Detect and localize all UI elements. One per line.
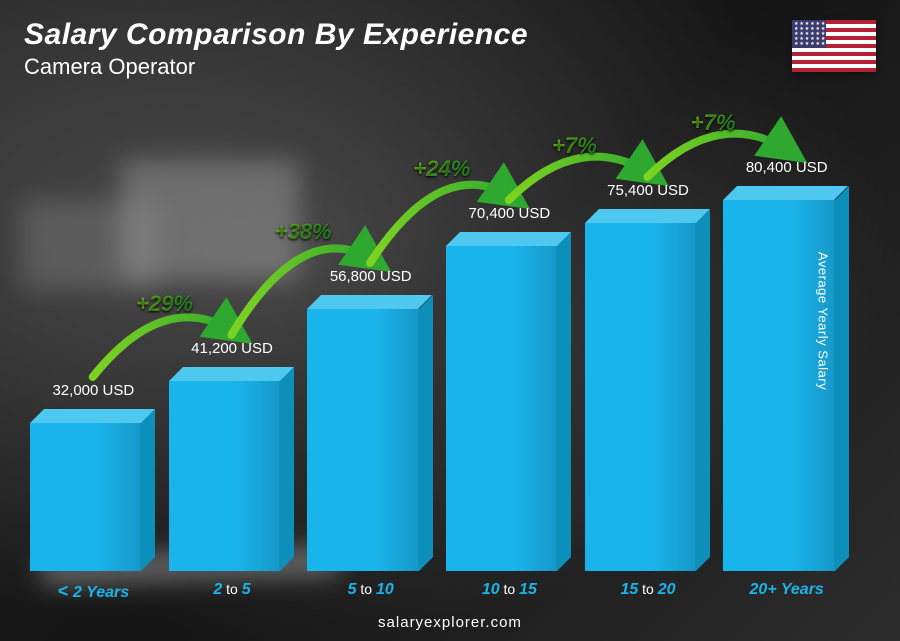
bar-group: 32,000 USD< 2 Years	[30, 423, 157, 571]
bar-front	[169, 381, 280, 571]
header: Salary Comparison By Experience Camera O…	[24, 18, 876, 80]
increase-arc-label: +38%	[275, 219, 332, 245]
bar	[30, 423, 157, 571]
bar-top-face	[307, 295, 432, 309]
bar-top-face	[723, 186, 848, 200]
bar-top-face	[169, 367, 294, 381]
increase-arc-label: +29%	[136, 291, 193, 317]
bar-front	[446, 246, 557, 571]
bar	[585, 223, 712, 571]
bar-category-label: 5 to 10	[348, 581, 394, 599]
bar-value-label: 56,800 USD	[282, 268, 459, 285]
bar-top-face	[446, 232, 571, 246]
bar-front	[585, 223, 696, 571]
bar-group: 70,400 USD10 to 15	[446, 246, 573, 571]
bar-group: 41,200 USD2 to 5	[169, 381, 296, 571]
bar-value-label: 41,200 USD	[143, 340, 320, 357]
bar-value-label: 75,400 USD	[559, 182, 736, 199]
bar	[446, 246, 573, 571]
bar-side-face	[696, 209, 710, 571]
bar	[307, 309, 434, 571]
bar-side-face	[141, 409, 155, 571]
bar-value-label: 80,400 USD	[698, 159, 875, 176]
bar-category-label: < 2 Years	[58, 581, 130, 602]
bar-side-face	[280, 367, 294, 571]
bar-category-label: 15 to 20	[620, 581, 675, 599]
bar-top-face	[585, 209, 710, 223]
bar-category-label: 2 to 5	[213, 581, 250, 599]
bar-side-face	[557, 232, 571, 571]
chart-subtitle: Camera Operator	[24, 54, 876, 80]
flag-canton: ★★★★★★★★★★★★★★★★★★★★★★★★★★★★★★	[792, 20, 826, 48]
y-axis-label: Average Yearly Salary	[815, 251, 830, 389]
country-flag-icon: ★★★★★★★★★★★★★★★★★★★★★★★★★★★★★★	[792, 20, 876, 72]
chart-title: Salary Comparison By Experience	[24, 18, 876, 52]
bar-group: 56,800 USD5 to 10	[307, 309, 434, 571]
bar-category-label: 10 to 15	[482, 581, 537, 599]
bar	[169, 381, 296, 571]
bar-value-label: 70,400 USD	[421, 205, 598, 222]
increase-arc-label: +7%	[552, 133, 597, 159]
bar-group: 80,400 USD20+ Years	[723, 200, 850, 571]
bar-side-face	[419, 295, 433, 571]
bar-group: 75,400 USD15 to 20	[585, 223, 712, 571]
bar-front	[30, 423, 141, 571]
bar-front	[307, 309, 418, 571]
increase-arc-label: +24%	[413, 156, 470, 182]
bar-category-label: 20+ Years	[750, 581, 824, 599]
chart-container: Salary Comparison By Experience Camera O…	[0, 0, 900, 641]
increase-arc-label: +7%	[691, 110, 736, 136]
bar-top-face	[30, 409, 155, 423]
footer-attribution: salaryexplorer.com	[0, 614, 900, 631]
bar-side-face	[835, 186, 849, 571]
chart-area: 32,000 USD< 2 Years41,200 USD2 to 556,80…	[30, 90, 850, 571]
bar	[723, 200, 850, 571]
bar-value-label: 32,000 USD	[5, 382, 182, 399]
